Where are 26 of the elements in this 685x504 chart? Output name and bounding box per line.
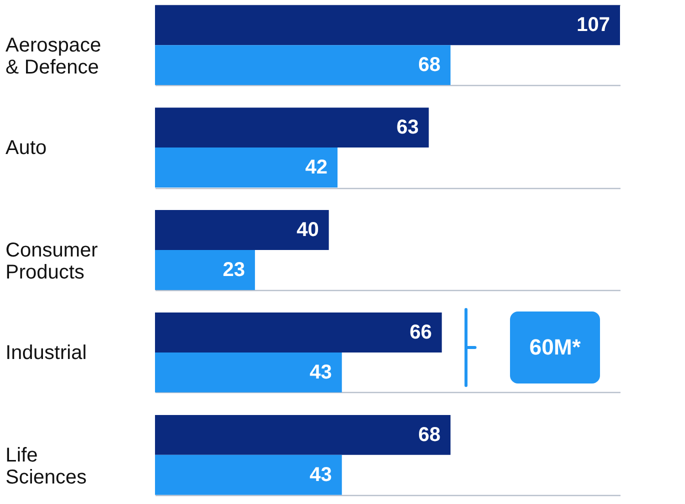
bar [155,414,451,455]
data-label: 23 [222,258,245,281]
data-label: 107 [576,14,610,36]
bar [155,108,429,148]
annotation: 60M* [529,334,582,360]
bar [155,312,442,352]
y-tick-label: Life Sciences [6,444,87,488]
y-tick-label: Consumer Products [6,240,98,284]
data-label: 66 [410,321,432,344]
data-label: 68 [418,424,441,446]
data-label: 68 [418,54,441,76]
bar [155,148,338,188]
data-label: 43 [310,361,332,384]
data-label: 43 [310,464,332,486]
data-label: 63 [396,116,419,139]
y-tick-label: Aerospace & Defence [6,34,102,79]
bar [155,454,342,495]
data-label: 42 [305,156,328,179]
y-tick-label: Auto [6,137,47,160]
bar [155,210,329,250]
bar [155,250,255,290]
data-label: 40 [296,219,319,242]
bar [155,45,451,86]
y-tick-label: Industrial [6,342,87,364]
bar [155,352,342,392]
bar [155,5,620,46]
